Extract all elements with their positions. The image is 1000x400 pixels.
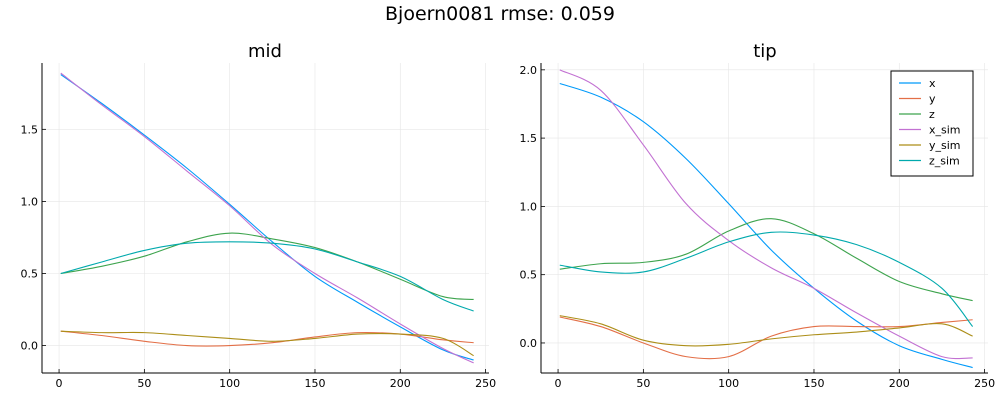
- series-line-y-sim: [559, 315, 973, 347]
- series-line-z: [60, 232, 474, 301]
- y-tick-label: 0.5: [520, 269, 538, 282]
- x-tick-label: 150: [803, 377, 824, 390]
- mid-subplot: mid 0 50 100 150 200 250 0.0 0.5 1.0 1.5: [21, 41, 497, 390]
- series-line-x: [559, 82, 973, 369]
- series-line-z-sim: [559, 231, 974, 327]
- x-tick-label: 0: [56, 377, 63, 390]
- legend-label-x: x: [929, 77, 936, 90]
- series-line-y-sim: [60, 330, 474, 357]
- y-tick-label: 1.0: [520, 200, 538, 213]
- x-tick-label: 200: [390, 377, 411, 390]
- series-line-x: [60, 74, 474, 361]
- figure-suptitle: Bjoern0081 rmse: 0.059: [385, 3, 615, 25]
- x-tick-label: 150: [304, 377, 325, 390]
- legend-box: [890, 70, 974, 177]
- y-tick-label: 1.5: [21, 123, 39, 136]
- y-tick-label: 2.0: [520, 64, 538, 77]
- y-tick-label: 1.0: [21, 195, 39, 208]
- legend-label-y-sim: y_sim: [929, 139, 961, 152]
- x-tick-label: 50: [137, 377, 151, 390]
- x-tick-label: 50: [636, 377, 650, 390]
- x-tick-label: 250: [974, 377, 995, 390]
- series-line-y: [60, 330, 474, 347]
- x-tick-label: 100: [718, 377, 739, 390]
- series-line-y: [559, 316, 973, 360]
- tip-subplot-title: tip: [753, 41, 776, 62]
- legend-label-z-sim: z_sim: [929, 155, 960, 168]
- series-line-z-sim: [60, 241, 474, 312]
- y-tick-label: 1.5: [520, 132, 538, 145]
- mid-subplot-title: mid: [248, 41, 282, 62]
- legend-label-y: y: [929, 93, 936, 106]
- legend-label-z: z: [929, 108, 935, 121]
- y-tick-label: 0.0: [520, 337, 538, 350]
- series-line-x-sim: [60, 72, 474, 364]
- legend-label-x-sim: x_sim: [929, 124, 961, 137]
- series-line-x-sim: [559, 69, 973, 360]
- x-tick-label: 100: [219, 377, 240, 390]
- x-tick-label: 250: [475, 377, 496, 390]
- y-tick-label: 0.5: [21, 268, 39, 281]
- x-tick-label: 0: [555, 377, 562, 390]
- y-tick-label: 0.0: [21, 340, 39, 353]
- x-tick-label: 200: [889, 377, 910, 390]
- series-line-z: [559, 218, 973, 302]
- tip-subplot: tip 0 50 100 150 200 250 0.0 0.5 1.0 1.5 2.0 xyz x_s…: [520, 41, 996, 390]
